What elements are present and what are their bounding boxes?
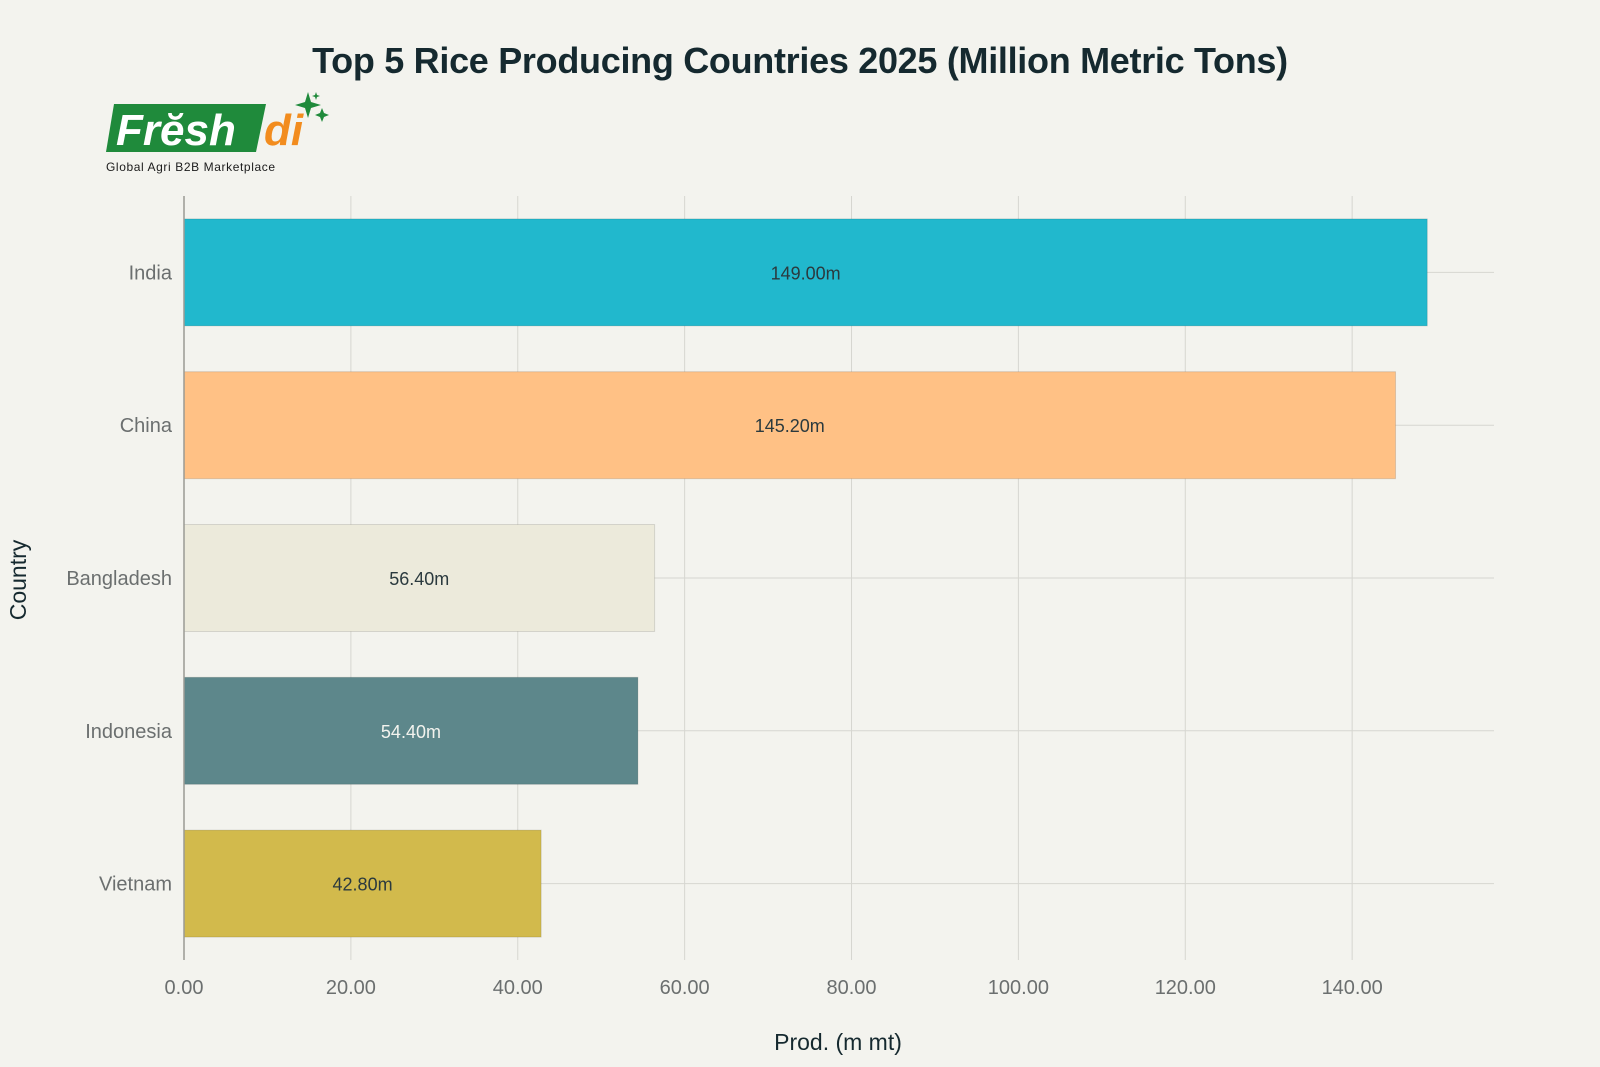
bar-layer: 149.00m 145.20m 56.40m 54.40m 42.80m xyxy=(183,218,1428,938)
axis-layer: 0.00 20.00 40.00 60.00 80.00 100.00 120.00 140.… xyxy=(66,196,1383,999)
chart-title: Top 5 Rice Producing Countries 2025 (Mil… xyxy=(312,40,1288,81)
data-label: 54.40m xyxy=(381,722,441,742)
sparkle-tiny-icon xyxy=(312,92,320,100)
sparkle-small-icon xyxy=(315,108,329,122)
x-tick-label: 120.00 xyxy=(1155,977,1216,999)
x-tick-label: 140.00 xyxy=(1322,977,1383,999)
y-axis-title: Country xyxy=(5,539,31,620)
y-tick-label: Vietnam xyxy=(99,874,172,896)
x-tick-label: 80.00 xyxy=(826,977,876,999)
bar-bangladesh xyxy=(183,524,656,632)
y-tick-label: China xyxy=(120,415,173,437)
freshdi-logo: Frĕsh di xyxy=(106,92,329,155)
data-label: 42.80m xyxy=(333,875,393,895)
x-tick-label: 100.00 xyxy=(988,977,1049,999)
sparkle-icon xyxy=(295,92,321,118)
x-tick-label: 20.00 xyxy=(326,977,376,999)
logo-badge xyxy=(106,104,266,152)
x-tick-label: 0.00 xyxy=(165,977,204,999)
bar-vietnam xyxy=(183,829,542,938)
data-label: 145.20m xyxy=(755,416,825,436)
data-label: 56.40m xyxy=(389,569,449,589)
y-tick-label: Bangladesh xyxy=(66,568,172,590)
bar-indonesia xyxy=(183,676,639,785)
logo-brand-fresh: Frĕsh xyxy=(116,106,236,155)
x-axis-title: Prod. (m mt) xyxy=(774,1029,902,1055)
x-tick-label: 60.00 xyxy=(660,977,710,999)
logo-brand-di: di xyxy=(264,106,304,155)
bar-india xyxy=(183,218,1428,327)
bar-china xyxy=(183,371,1397,480)
logo-tagline: Global Agri B2B Marketplace xyxy=(106,160,276,174)
y-tick-label: Indonesia xyxy=(85,721,173,743)
x-tick-label: 40.00 xyxy=(493,977,543,999)
data-label: 149.00m xyxy=(771,263,841,283)
y-tick-label: India xyxy=(129,262,173,284)
